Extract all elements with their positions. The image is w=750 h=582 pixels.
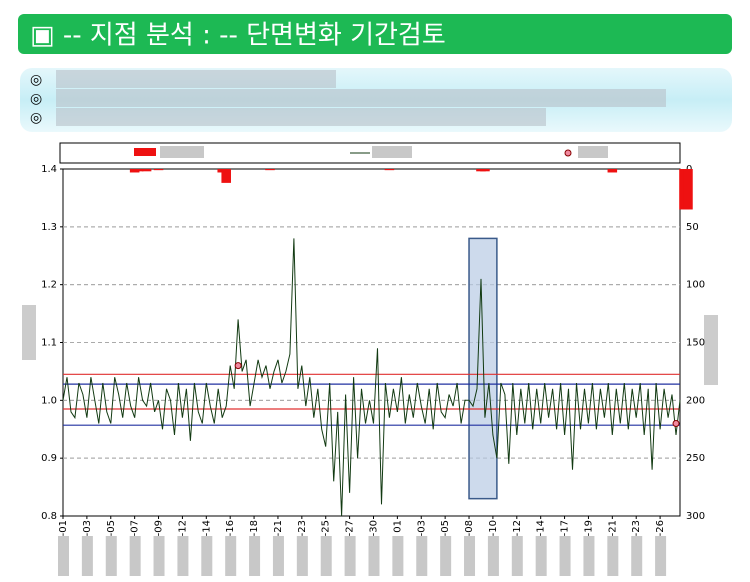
y2-tick-label: 150 [686, 338, 705, 349]
blurred-text [368, 536, 380, 576]
blurred-text [201, 536, 213, 576]
x-tick-label: -19 [583, 520, 594, 536]
blurred-text [631, 536, 643, 576]
blurred-text [129, 536, 141, 576]
x-tick-label: -10 [488, 520, 499, 536]
y-tick-label: 1.4 [41, 164, 57, 175]
blurred-text [559, 536, 571, 576]
blurred-text [56, 89, 666, 107]
y-tick-label: 1.2 [41, 280, 57, 291]
blurred-text [153, 536, 165, 576]
blurred-text [272, 536, 284, 576]
blurred-text [58, 536, 69, 576]
blurred-axis-label [22, 305, 36, 360]
blurred-text [320, 536, 332, 576]
legend-swatch [564, 149, 572, 157]
blurred-text [344, 536, 356, 576]
x-tick-label: -23 [297, 520, 308, 536]
x-tick-label: -03 [416, 520, 427, 536]
y-tick-label: 0.9 [41, 453, 57, 464]
bar [607, 169, 618, 173]
x-tick-label: -03 [82, 520, 93, 536]
bar [384, 169, 395, 171]
blurred-text [160, 146, 204, 158]
blurred-text [535, 536, 547, 576]
bullet: ◎ [30, 72, 42, 88]
y-tick-label: 1.3 [41, 222, 57, 233]
x-tick-label: -05 [440, 520, 451, 536]
y-tick-label: 1.1 [41, 338, 57, 349]
blurred-axis-label [704, 315, 718, 385]
legend-swatch [134, 148, 156, 156]
title-bar [18, 14, 732, 54]
blurred-text [225, 536, 237, 576]
x-tick-label: -05 [106, 520, 117, 536]
blurred-text [296, 536, 308, 576]
blurred-text [655, 536, 667, 576]
x-tick-label: -27 [345, 520, 356, 536]
line [62, 238, 681, 517]
bar [221, 169, 231, 183]
blurred-text [56, 108, 546, 126]
x-tick-label: -12 [177, 520, 188, 536]
y-tick-label: 0.8 [41, 511, 57, 522]
blurred-text [81, 536, 93, 576]
bullet: ◎ [30, 110, 42, 126]
marker [234, 362, 242, 370]
blurred-text [583, 536, 595, 576]
x-tick-label: -14 [201, 520, 212, 536]
y2-tick-label: 200 [686, 395, 705, 406]
blurred-text [607, 536, 619, 576]
x-tick-label: -12 [512, 520, 523, 536]
title: ▣ -- 지점 분석 : -- 단면변화 기간검토 [30, 21, 446, 51]
bar [480, 169, 490, 172]
y2-tick-label: 50 [686, 222, 699, 233]
bar [683, 169, 693, 210]
blurred-text [392, 536, 404, 576]
bullet: ◎ [30, 91, 42, 107]
x-tick-label: -08 [464, 520, 475, 536]
blurred-text [487, 536, 499, 576]
highlight-box [468, 237, 498, 500]
x-tick-label: -07 [130, 520, 141, 536]
blurred-text [177, 536, 189, 576]
bar [153, 169, 164, 171]
x-tick-label: -26 [655, 520, 666, 536]
blurred-text [105, 536, 117, 576]
x-tick-label: -30 [368, 520, 379, 536]
x-tick-label: -17 [560, 520, 571, 536]
x-tick-label: -23 [631, 520, 642, 536]
blurred-text [440, 536, 452, 576]
x-tick-label: -21 [273, 520, 284, 536]
x-tick-label: 01 [392, 520, 403, 533]
x-tick-label: -16 [225, 520, 236, 536]
x-tick-label: -01 [58, 520, 69, 536]
blurred-text [464, 536, 476, 576]
x-tick-label: -21 [607, 520, 618, 536]
blurred-text [372, 146, 412, 158]
blurred-text [249, 536, 261, 576]
y2-tick-label: 100 [686, 280, 705, 291]
bar [141, 169, 152, 172]
y2-tick-label: 300 [686, 511, 705, 522]
bar [265, 169, 275, 171]
blurred-text [56, 70, 336, 88]
blurred-text [511, 536, 523, 576]
x-tick-label: -14 [536, 520, 547, 536]
bar [133, 169, 144, 172]
x-tick-label: -09 [154, 520, 165, 536]
blurred-text [416, 536, 428, 576]
blurred-text [578, 146, 608, 158]
marker [672, 419, 680, 427]
x-tick-label: -18 [249, 520, 260, 536]
x-tick-label: -25 [321, 520, 332, 536]
y2-tick-label: 250 [686, 453, 705, 464]
y-tick-label: 1.0 [41, 395, 57, 406]
